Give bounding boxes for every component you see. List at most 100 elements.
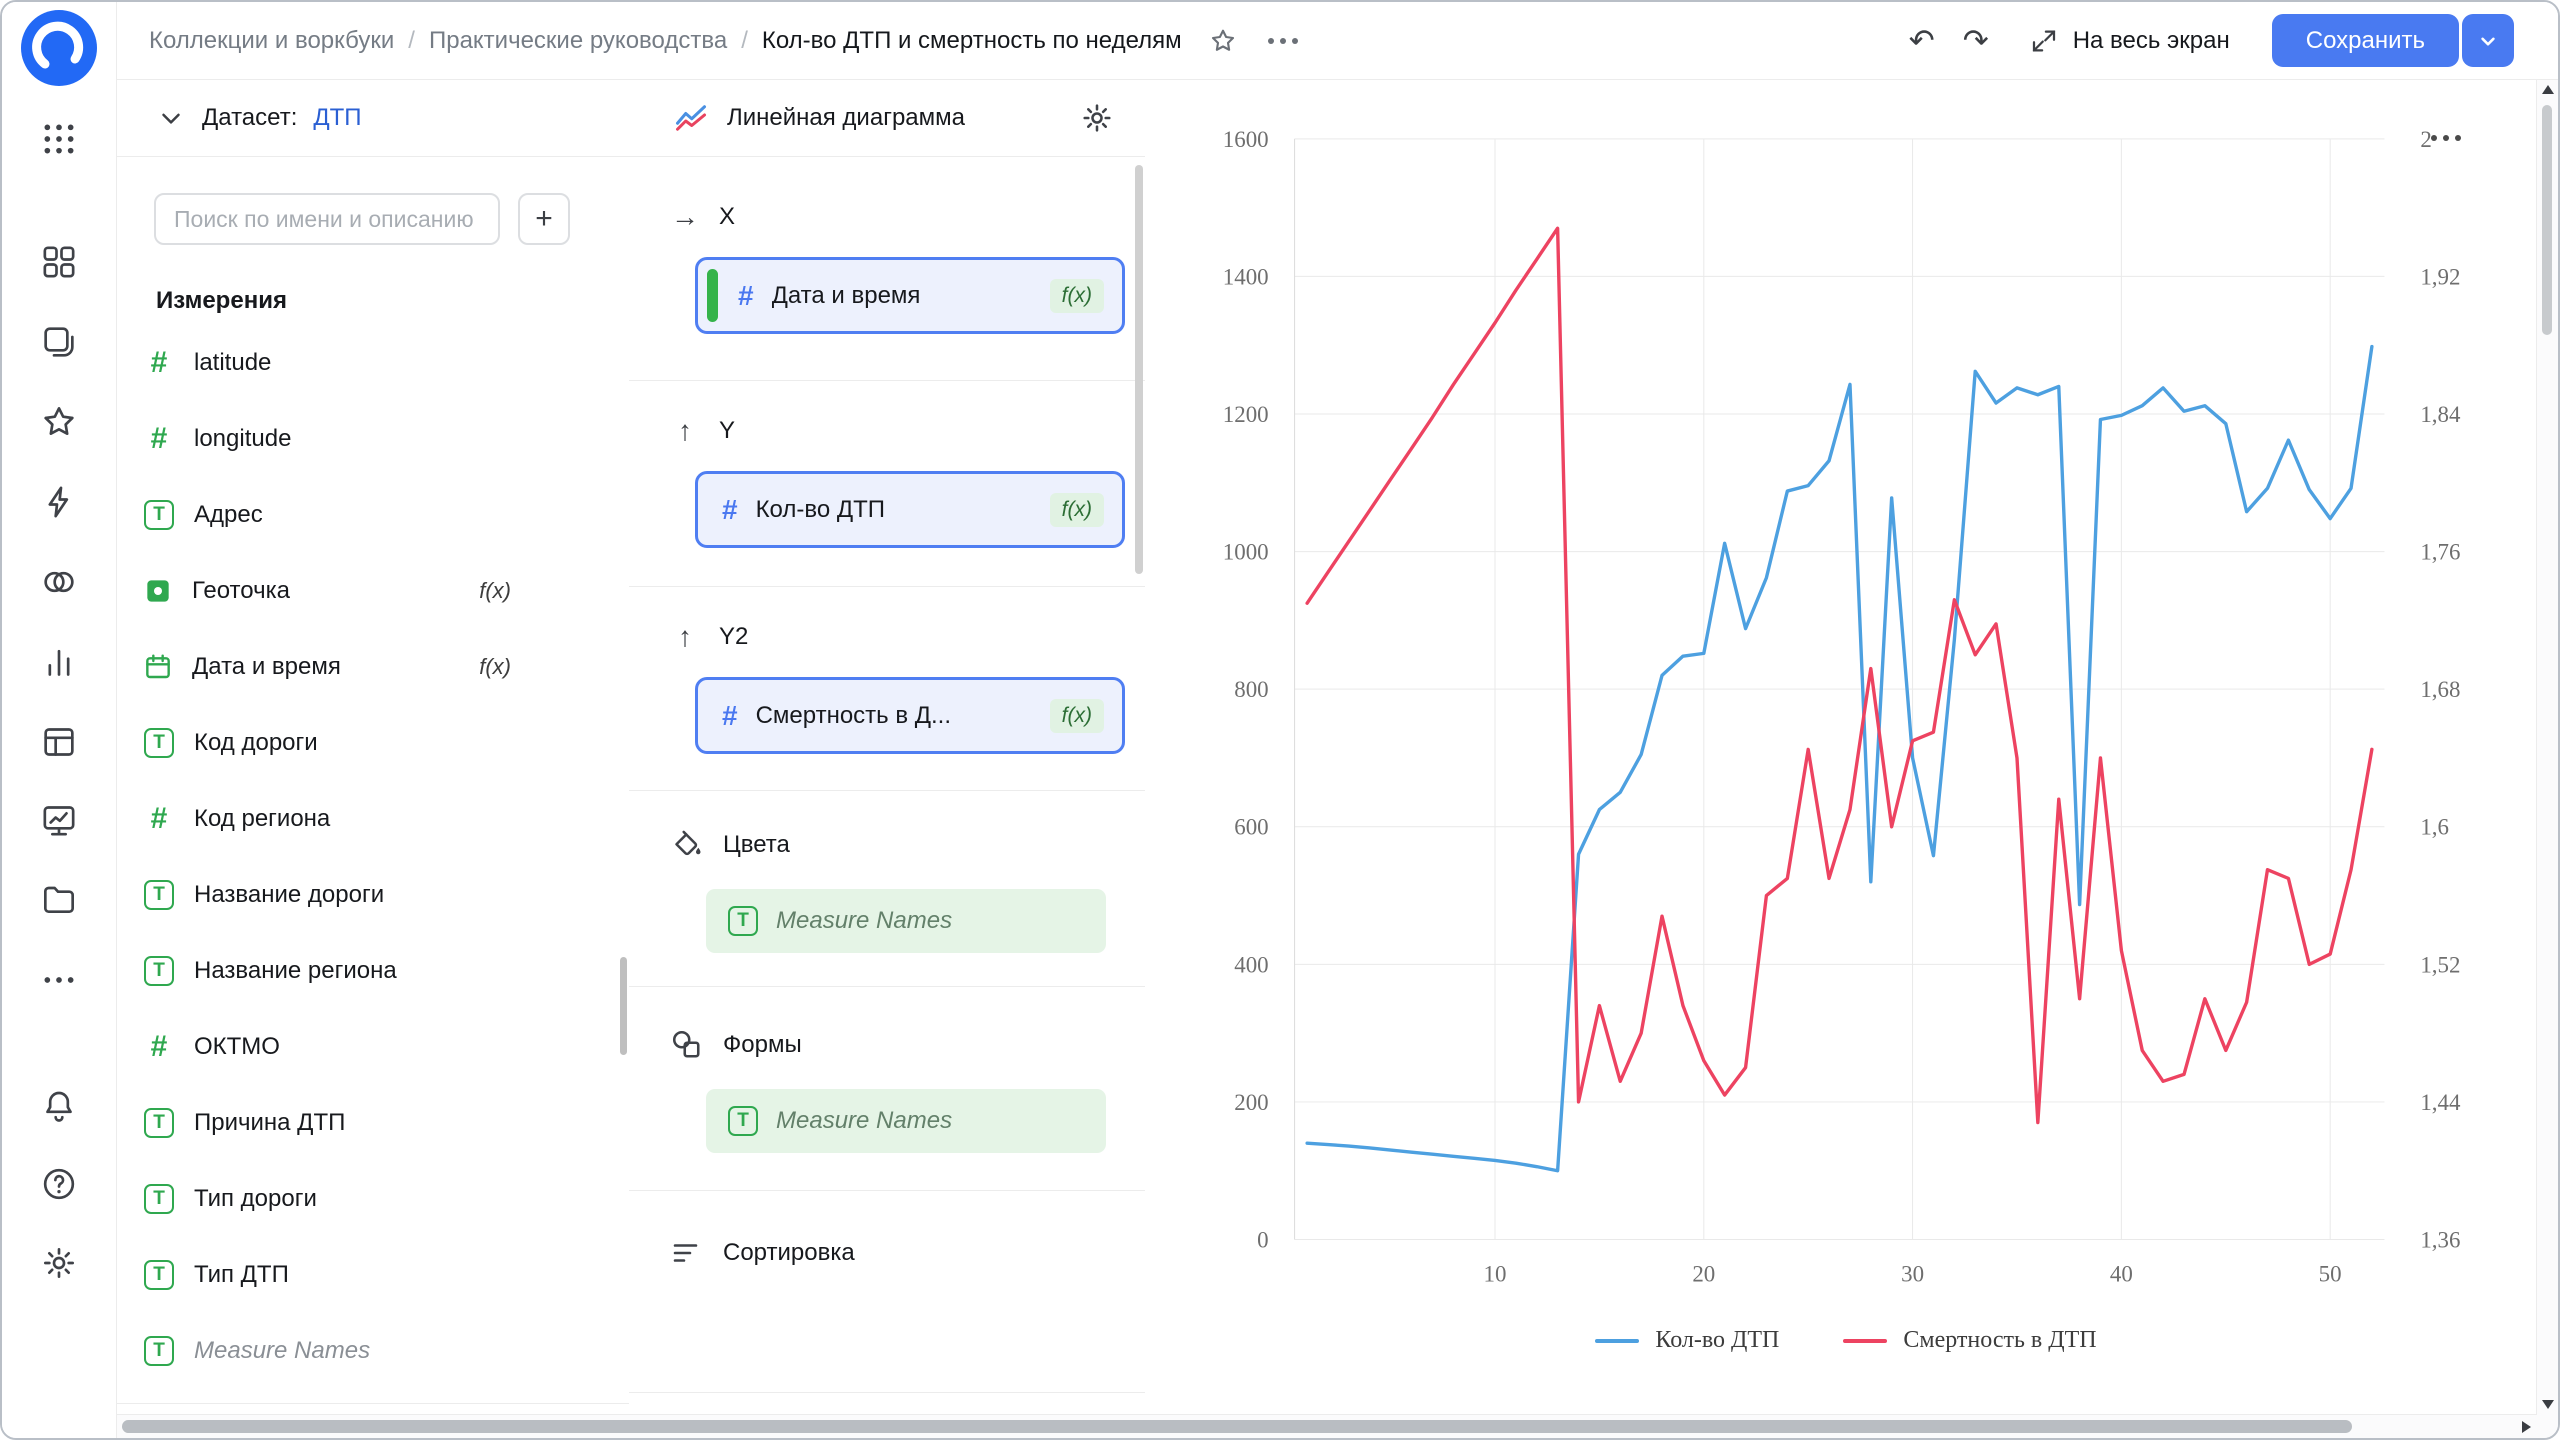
sidebar-more-icon[interactable]	[39, 960, 79, 1000]
favorite-star-icon[interactable]	[1208, 26, 1238, 56]
scrollbar-corner	[2537, 1415, 2558, 1438]
date-field-icon	[146, 654, 170, 679]
more-menu-icon[interactable]	[1267, 37, 1298, 44]
breadcrumb-collections[interactable]: Коллекции и воркбуки	[149, 26, 395, 54]
dataset-field-row[interactable]: T Название региона	[116, 933, 629, 1009]
field-name: Причина ДТП	[194, 1109, 346, 1136]
svg-text:1,36: 1,36	[2420, 1228, 2460, 1253]
scroll-up-arrow-icon[interactable]	[2542, 85, 2554, 94]
formula-badge: f(x)	[479, 654, 511, 679]
dataset-field-row[interactable]: # latitude	[116, 325, 629, 401]
fullscreen-button[interactable]: На весь экран	[2029, 26, 2230, 56]
dataset-field-row[interactable]: T Тип дороги	[116, 1161, 629, 1237]
vertical-scroll-thumb[interactable]	[2542, 105, 2552, 335]
svg-text:20: 20	[1692, 1261, 1715, 1286]
chart-area: 0 1,36 200 1,44 400 1,52 600 1,6 800 1,68 1000 1,76…	[1145, 79, 2537, 1415]
text-field-icon: T	[144, 1336, 174, 1366]
breadcrumb-current-chart: Кол-во ДТП и смертность по неделям	[761, 26, 1182, 54]
dashboards-icon[interactable]	[39, 242, 79, 282]
y-field-pill[interactable]: # Кол-во ДТП f(x)	[695, 471, 1125, 548]
settings-gear-icon[interactable]	[39, 1243, 79, 1283]
section-x: → X # Дата и время f(x)	[629, 157, 1145, 381]
help-icon[interactable]	[39, 1164, 79, 1204]
search-input[interactable]	[154, 193, 500, 245]
dataset-field-row[interactable]: T Measure Names	[116, 1313, 629, 1389]
dataset-name-link[interactable]: ДТП	[313, 103, 362, 131]
dataset-field-row[interactable]: # longitude	[116, 401, 629, 477]
shapes-field-pill[interactable]: T Measure Names	[706, 1089, 1106, 1153]
chart-settings-button[interactable]	[1079, 100, 1115, 136]
breadcrumb-workbook[interactable]: Практические руководства	[428, 26, 728, 54]
scroll-right-arrow-icon[interactable]	[2522, 1421, 2531, 1433]
colors-field-pill[interactable]: T Measure Names	[706, 889, 1106, 953]
scroll-down-arrow-icon[interactable]	[2542, 1400, 2554, 1409]
formula-badge: f(x)	[1049, 278, 1104, 313]
datasets-venn-icon[interactable]	[39, 562, 79, 602]
dataset-scrollbar[interactable]	[620, 957, 627, 1055]
legend-label: Смертность в ДТП	[1903, 1327, 2097, 1353]
number-field-icon: #	[150, 422, 168, 455]
save-dropdown-button[interactable]	[2462, 14, 2514, 67]
svg-text:1,68: 1,68	[2420, 677, 2460, 702]
dataset-field-row[interactable]: T Код дороги	[116, 705, 629, 781]
section-y2: ↑ Y2 # Смертность в Д... f(x)	[629, 587, 1145, 791]
svg-text:30: 30	[1901, 1261, 1924, 1286]
collections-icon[interactable]	[39, 322, 79, 362]
field-name: Measure Names	[194, 1337, 371, 1364]
line-chart: 0 1,36 200 1,44 400 1,52 600 1,6 800 1,68 1000 1,76…	[1223, 127, 2461, 1287]
chevron-down-icon[interactable]	[156, 103, 186, 133]
chart-config-panel: Линейная диаграмма → X # Дата и время f(…	[629, 79, 1146, 1415]
paint-bucket-icon	[675, 830, 701, 856]
projects-folder-icon[interactable]	[39, 880, 79, 920]
save-button[interactable]: Сохранить	[2271, 14, 2459, 67]
colors-section-label: Цвета	[723, 831, 790, 858]
favorites-star-icon[interactable]	[39, 402, 79, 442]
connections-bolt-icon[interactable]	[39, 482, 79, 522]
formula-badge: f(x)	[479, 578, 511, 603]
dataset-field-row[interactable]: # Код региона	[116, 781, 629, 857]
dataset-field-row[interactable]: Геоточка f(x)	[116, 553, 629, 629]
x-axis-arrow-icon: →	[671, 201, 699, 232]
svg-text:1400: 1400	[1223, 264, 1269, 289]
geopoint-field-icon	[147, 580, 169, 602]
undo-icon[interactable]: ↶	[1908, 23, 1935, 58]
svg-text:600: 600	[1234, 815, 1268, 840]
y2-axis-arrow-icon: ↑	[678, 621, 692, 652]
dataset-field-row[interactable]: T Адрес	[116, 477, 629, 553]
notifications-bell-icon[interactable]	[39, 1086, 79, 1126]
svg-text:200: 200	[1234, 1090, 1268, 1115]
dataset-field-row[interactable]: T Причина ДТП	[116, 1085, 629, 1161]
y2-section-label: Y2	[719, 623, 749, 650]
shapes-field-name: Measure Names	[776, 1107, 953, 1134]
horizontal-scrollbar[interactable]	[116, 1414, 2537, 1438]
svg-text:400: 400	[1234, 952, 1268, 977]
redo-icon[interactable]: ↷	[1962, 23, 1989, 58]
legend-item[interactable]: Смертность в ДТП	[1843, 1327, 2097, 1354]
horizontal-scroll-thumb[interactable]	[122, 1420, 2352, 1433]
charts-bars-icon[interactable]	[39, 642, 79, 682]
number-field-icon: #	[738, 279, 754, 311]
add-field-button[interactable]: +	[518, 193, 570, 245]
tables-icon[interactable]	[39, 722, 79, 762]
dataset-field-row[interactable]: T Название дороги	[116, 857, 629, 933]
svg-text:40: 40	[2110, 1261, 2133, 1286]
chart-menu-dots[interactable]	[2431, 135, 2461, 141]
legend-item[interactable]: Кол-во ДТП	[1595, 1327, 1779, 1354]
chart-type-label[interactable]: Линейная диаграмма	[727, 103, 965, 131]
save-split-button: Сохранить	[2271, 14, 2514, 67]
editor-monitor-icon[interactable]	[39, 800, 79, 840]
x-field-pill[interactable]: # Дата и время f(x)	[695, 257, 1125, 334]
svg-text:1,76: 1,76	[2420, 540, 2460, 565]
dataset-field-row[interactable]: T Тип ДТП	[116, 1237, 629, 1313]
datalens-logo[interactable]	[21, 10, 97, 86]
dataset-field-row[interactable]: # ОКТМО	[116, 1009, 629, 1085]
apps-grid-icon[interactable]	[39, 119, 79, 159]
svg-text:1,92: 1,92	[2420, 264, 2460, 289]
dataset-field-list: # latitude # longitude T Адрес Геоточка f(x) Дат…	[116, 325, 629, 1389]
formula-badge: f(x)	[1049, 698, 1104, 733]
y2-field-pill[interactable]: # Смертность в Д... f(x)	[695, 677, 1125, 754]
config-scrollbar[interactable]	[1135, 165, 1143, 574]
dataset-field-row[interactable]: Дата и время f(x)	[116, 629, 629, 705]
vertical-scrollbar[interactable]	[2536, 79, 2558, 1415]
